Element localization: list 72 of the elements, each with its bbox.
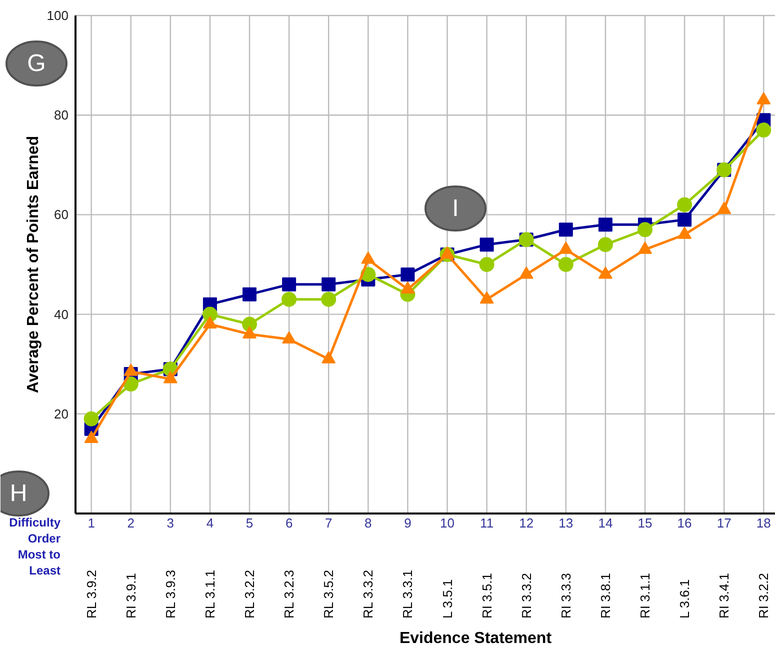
point — [282, 331, 296, 344]
text: RI 3.1.1 — [637, 572, 652, 618]
y-axis-title: Average Percent of Points Earned — [25, 136, 42, 394]
text: RI 3.2.2 — [756, 572, 772, 618]
x-tick-label: 7 — [324, 516, 332, 530]
x-tick-label: 15 — [638, 516, 652, 530]
point — [756, 122, 772, 138]
text: RI 3.9.1 — [123, 572, 138, 618]
point — [558, 222, 573, 237]
text: RL 3.3.1 — [400, 570, 416, 618]
point — [322, 351, 336, 364]
x-tick-label: 9 — [404, 516, 412, 530]
point — [678, 212, 692, 227]
text: L 3.6.1 — [677, 579, 692, 618]
x-tick-label: 10 — [440, 516, 454, 530]
text: RI 3.8.1 — [598, 572, 613, 618]
x-tick-label: 6 — [285, 516, 293, 530]
text: RL 3.1.1 — [202, 570, 218, 618]
x-tick-label: 14 — [598, 516, 613, 530]
text: RL 3.5.2 — [321, 570, 336, 618]
point — [598, 218, 612, 232]
point — [558, 257, 574, 272]
x-tick-label: 16 — [677, 516, 692, 530]
text: G — [27, 50, 46, 77]
point — [322, 277, 336, 292]
x-tick-label: 4 — [206, 516, 214, 530]
point — [480, 238, 494, 252]
text: RL 3.9.3 — [162, 570, 178, 618]
y-tick-label: 20 — [54, 406, 69, 422]
x-tick-label: 3 — [166, 516, 174, 530]
x-tick-label: 18 — [756, 516, 771, 530]
text: RI 3.4.1 — [716, 572, 732, 618]
x-tick-label: 12 — [519, 516, 534, 530]
annotation: I — [452, 195, 459, 222]
x-tick-label: 5 — [246, 516, 254, 530]
point — [84, 430, 98, 444]
text: RL 3.9.2 — [84, 570, 99, 618]
text: RI 3.3.3 — [558, 572, 574, 618]
y-tick-label: 40 — [54, 306, 69, 322]
point — [124, 364, 138, 376]
text: RL 3.3.2 — [360, 570, 376, 618]
text: RL 3.2.2 — [242, 570, 258, 618]
point — [242, 287, 257, 302]
point — [637, 222, 652, 238]
point — [123, 376, 138, 392]
x-tick-label: 1 — [88, 516, 95, 530]
point — [84, 411, 99, 426]
text: Evidence Statement — [399, 630, 552, 647]
text: L 3.5.1 — [440, 579, 455, 618]
point — [479, 257, 494, 272]
point — [598, 237, 613, 252]
point — [400, 267, 415, 282]
x-tick-label: 8 — [364, 516, 372, 530]
point — [202, 316, 217, 329]
point — [321, 292, 336, 307]
point — [242, 326, 257, 338]
point — [163, 371, 178, 384]
text: RL 3.2.3 — [282, 570, 297, 618]
text: H — [10, 480, 28, 507]
point — [677, 197, 692, 212]
y-tick-label: 100 — [46, 8, 69, 23]
x-tick-label: 17 — [716, 516, 732, 530]
y-tick-label: 80 — [54, 108, 69, 123]
x-tick-label: 13 — [558, 516, 574, 530]
y-tick-label: 60 — [54, 207, 69, 222]
point — [282, 277, 296, 292]
text: Difficulty Order Most to Least — [9, 516, 61, 578]
text: RI 3.5.1 — [479, 572, 494, 618]
text: RI 3.3.2 — [518, 572, 534, 618]
x-tick-label: 11 — [480, 516, 494, 530]
point — [282, 292, 297, 307]
x-tick-label: 2 — [127, 516, 134, 530]
